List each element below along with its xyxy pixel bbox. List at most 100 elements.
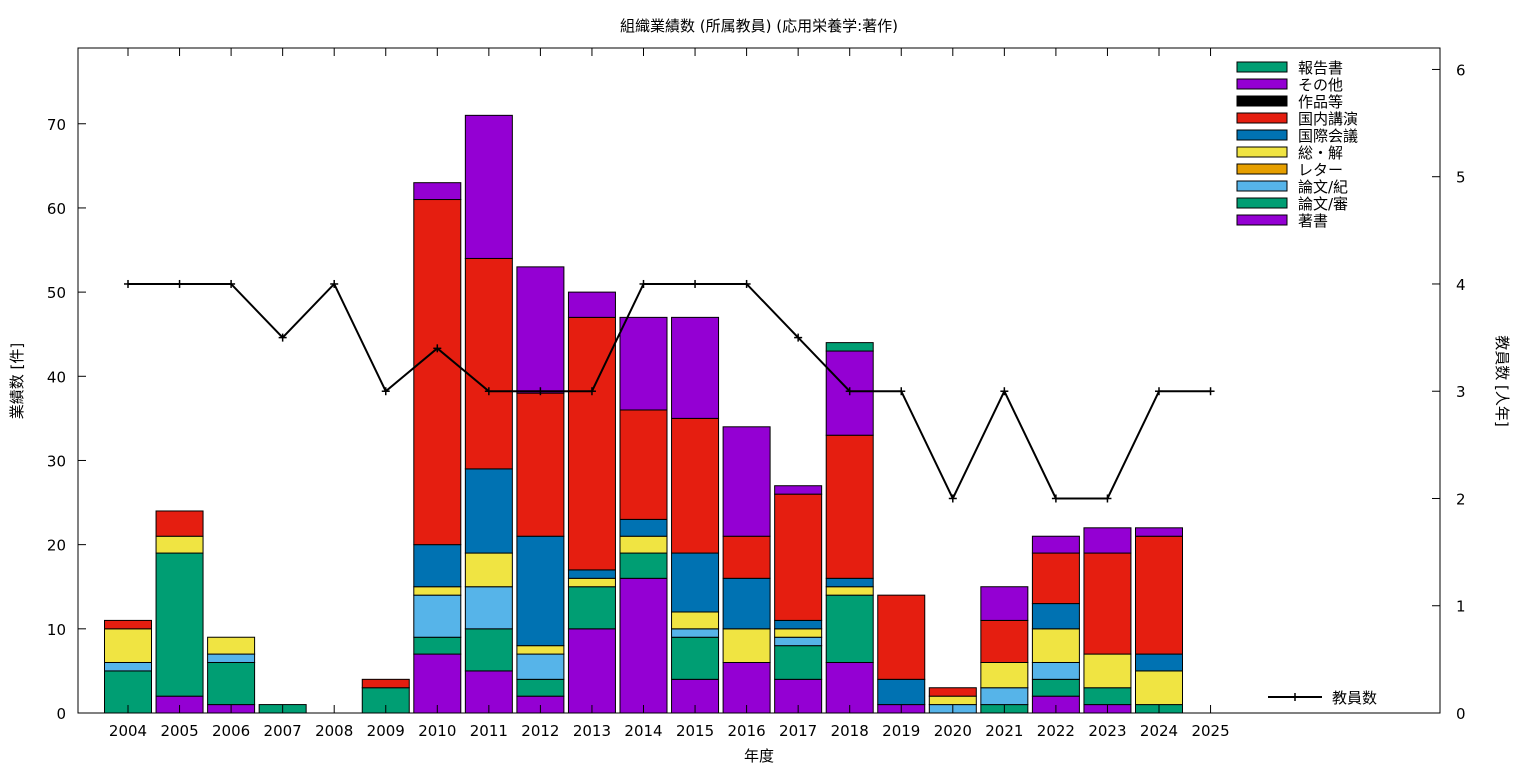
legend-item: 国内講演 [1236,110,1358,128]
bar-segment [671,611,720,630]
plot-frame [77,47,1441,714]
teacher-line-layer [124,279,1215,503]
bar-segment [774,619,823,630]
bar-segment [413,594,462,638]
teacher-point [1206,387,1215,396]
bar-segment [1135,527,1183,537]
bar-segment [155,535,204,554]
bar-segment [1083,653,1132,689]
bar-segment [877,678,926,706]
y-tick-label: 10 [47,621,66,639]
teacher-point [845,387,854,396]
bar-segment [1031,552,1080,605]
bar-segment [516,645,565,655]
y-tick-label: 70 [47,116,66,134]
legend-swatch [1236,112,1288,124]
teacher-point [1000,387,1009,396]
y2-tick-label: 3 [1456,383,1466,401]
x-tick-label: 2017 [779,722,817,740]
bar-segment [619,535,668,554]
bar-segment [671,628,720,638]
bar-segment [361,678,410,689]
teacher-point [897,387,906,396]
x-tick-label: 2018 [831,722,869,740]
chart-title: 組織業績数 (所属教員) (応用栄養学:著作) [620,17,898,35]
x-tick-label: 2024 [1140,722,1178,740]
x-tick-label: 2021 [985,722,1023,740]
bar-segment [413,199,462,546]
bar-segment [619,409,668,520]
bar-segment [464,628,513,672]
y-tick-label: 0 [56,705,66,723]
bar-segment [980,661,1029,689]
legend-label: その他 [1298,76,1343,94]
bar-segment [774,636,823,647]
legend-label: 国内講演 [1298,110,1358,128]
bar-segment [1135,653,1183,672]
legend-swatch [1236,214,1288,226]
teacher-line [128,282,1211,501]
bar-segment [567,628,616,714]
legend-item: レター [1236,161,1343,179]
bar-segment [567,291,616,318]
x-tick-label: 2004 [109,722,147,740]
bar-segment [1031,535,1080,554]
x-tick-label: 2006 [212,722,250,740]
bar-segment [413,653,462,714]
line-legend-label: 教員数 [1332,689,1377,707]
bar-segment [1083,552,1132,655]
legend-item: 論文/紀 [1236,178,1348,196]
bar-segment [825,661,874,714]
y2-tick-label: 0 [1456,705,1466,723]
bar-segment [567,569,616,579]
legend-swatch [1236,61,1288,73]
bar-segment [516,653,565,680]
bar-segment [516,266,565,394]
bar-segment [413,544,462,588]
bar-segment [567,577,616,588]
x-tick-label: 2025 [1191,722,1229,740]
bar-segment [1135,670,1183,706]
x-tick-label: 2014 [624,722,662,740]
bar-segment [413,182,462,201]
bar-segment [464,257,513,470]
bar-segment [619,577,668,714]
teacher-point [948,494,957,503]
x-axis: 2004 2005 2006 2007 2008 2009 2010 2011 2012 2013… [109,48,1230,740]
x-tick-label: 2005 [160,722,198,740]
teacher-point [381,387,390,396]
bar-segment [774,645,823,680]
bar-segment [774,628,823,638]
legend-item: 著書 [1236,212,1328,230]
y-axis: 0 10 20 30 40 50 60 70 [47,116,86,723]
bar-segment [774,485,823,495]
y-tick-label: 60 [47,200,66,218]
legend-item: 国際会議 [1236,127,1358,145]
bar-segment [516,678,565,697]
bar-segment [1083,527,1132,554]
bar-segment [1135,535,1183,655]
teacher-point [1051,494,1060,503]
legend-swatch [1236,163,1288,175]
bar-segment [928,695,977,706]
x-tick-label: 2009 [367,722,405,740]
teacher-point [742,279,751,288]
legend-swatch [1236,197,1288,209]
bar-segment [104,628,152,663]
y2-tick-label: 4 [1456,276,1466,294]
legend-label: レター [1298,161,1343,179]
bar-segment [464,114,513,259]
teacher-point [1155,387,1163,396]
x-tick-label: 2022 [1037,722,1075,740]
bar-segment [722,577,771,630]
y-tick-label: 50 [47,284,66,302]
bar-segment [825,594,874,663]
y-tick-label: 30 [47,452,66,470]
teacher-point [124,279,132,288]
bar-segment [619,518,668,537]
legend-swatch [1236,146,1288,158]
bar-segment [722,426,771,537]
bar-segment [774,493,823,621]
